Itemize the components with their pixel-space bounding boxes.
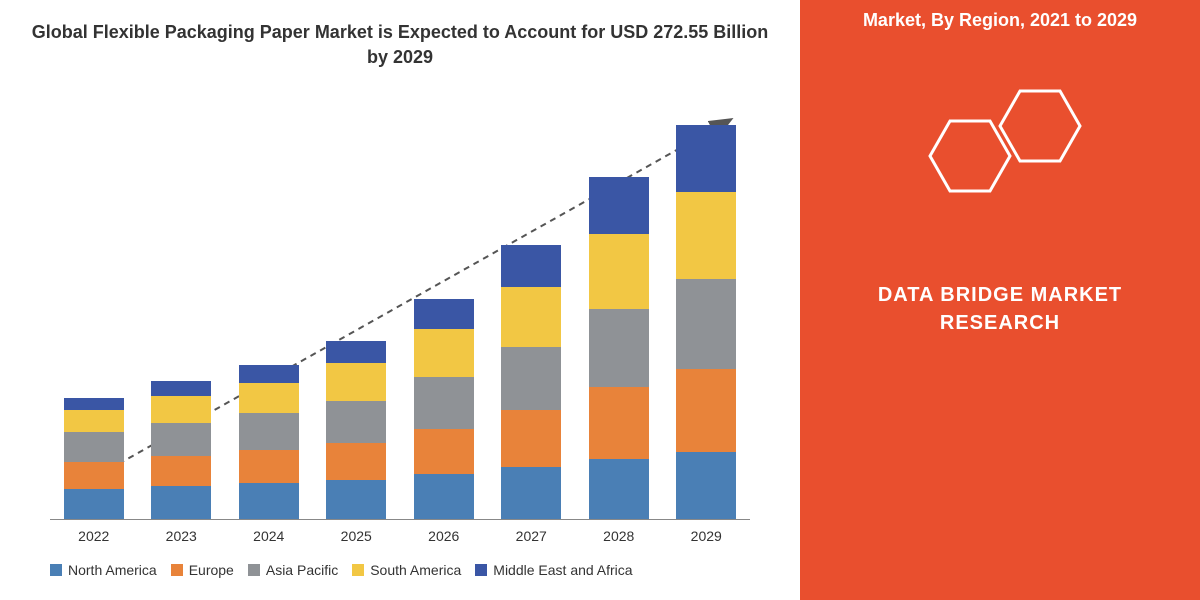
- segment-middle-east-and-africa: [151, 381, 211, 396]
- side-panel: Market, By Region, 2021 to 2029 DATA BRI…: [800, 0, 1200, 600]
- segment-asia-pacific: [676, 279, 736, 369]
- legend-label: South America: [370, 562, 461, 578]
- segment-north-america: [501, 467, 561, 520]
- xlabel: 2026: [414, 528, 474, 544]
- legend-swatch-icon: [171, 564, 183, 576]
- segment-north-america: [414, 474, 474, 519]
- xlabel: 2024: [239, 528, 299, 544]
- segment-south-america: [589, 234, 649, 309]
- legend-label: Asia Pacific: [266, 562, 338, 578]
- xlabel: 2025: [326, 528, 386, 544]
- bar-2029: [676, 125, 736, 520]
- segment-europe: [64, 462, 124, 489]
- segment-south-america: [326, 363, 386, 401]
- x-axis-labels: 2022 2023 2024 2025 2026 2027 2028 2029: [50, 528, 750, 544]
- segment-europe: [501, 410, 561, 467]
- legend-swatch-icon: [50, 564, 62, 576]
- segment-south-america: [239, 383, 299, 413]
- segment-europe: [676, 369, 736, 452]
- bar-2027: [501, 245, 561, 520]
- xlabel: 2022: [64, 528, 124, 544]
- segment-middle-east-and-africa: [414, 299, 474, 329]
- segment-south-america: [501, 287, 561, 347]
- segment-south-america: [151, 396, 211, 423]
- segment-asia-pacific: [414, 377, 474, 430]
- segment-europe: [239, 450, 299, 483]
- bar-2028: [589, 177, 649, 519]
- segment-asia-pacific: [589, 309, 649, 387]
- legend-label: North America: [68, 562, 157, 578]
- xlabel: 2023: [151, 528, 211, 544]
- legend-item: South America: [352, 562, 461, 578]
- segment-middle-east-and-africa: [501, 245, 561, 287]
- xlabel: 2029: [676, 528, 736, 544]
- legend-item: Europe: [171, 562, 234, 578]
- segment-north-america: [589, 459, 649, 519]
- legend: North America Europe Asia Pacific South Ame…: [50, 562, 770, 578]
- segment-middle-east-and-africa: [239, 365, 299, 383]
- chart-title: Global Flexible Packaging Paper Market i…: [30, 20, 770, 70]
- legend-swatch-icon: [475, 564, 487, 576]
- segment-asia-pacific: [151, 423, 211, 456]
- segment-middle-east-and-africa: [589, 177, 649, 234]
- segment-europe: [414, 429, 474, 474]
- segment-south-america: [676, 192, 736, 279]
- segment-north-america: [151, 486, 211, 519]
- bar-2023: [151, 381, 211, 519]
- brand-text: DATA BRIDGE MARKET RESEARCH: [878, 281, 1122, 337]
- legend-swatch-icon: [352, 564, 364, 576]
- legend-swatch-icon: [248, 564, 260, 576]
- segment-middle-east-and-africa: [676, 125, 736, 193]
- segment-north-america: [326, 480, 386, 519]
- xlabel: 2027: [501, 528, 561, 544]
- chart-panel: Global Flexible Packaging Paper Market i…: [0, 0, 800, 600]
- segment-north-america: [64, 489, 124, 519]
- legend-item: Asia Pacific: [248, 562, 338, 578]
- segment-asia-pacific: [326, 401, 386, 443]
- segment-middle-east-and-africa: [64, 398, 124, 410]
- bar-2026: [414, 299, 474, 520]
- segment-middle-east-and-africa: [326, 341, 386, 364]
- legend-label: Europe: [189, 562, 234, 578]
- segment-north-america: [676, 452, 736, 520]
- brand-line1: DATA BRIDGE MARKET: [878, 281, 1122, 309]
- segment-europe: [151, 456, 211, 486]
- segment-europe: [589, 387, 649, 459]
- plot-area: [50, 100, 750, 520]
- xlabel: 2028: [589, 528, 649, 544]
- bar-2022: [64, 398, 124, 520]
- segment-asia-pacific: [501, 347, 561, 410]
- segment-north-america: [239, 483, 299, 519]
- bar-2025: [326, 341, 386, 520]
- hexagon-logo-icon: [890, 81, 1110, 261]
- legend-label: Middle East and Africa: [493, 562, 632, 578]
- bars-container: [50, 100, 750, 519]
- segment-asia-pacific: [64, 432, 124, 462]
- legend-item: Middle East and Africa: [475, 562, 632, 578]
- legend-item: North America: [50, 562, 157, 578]
- segment-asia-pacific: [239, 413, 299, 451]
- segment-south-america: [414, 329, 474, 377]
- brand-line2: RESEARCH: [878, 309, 1122, 337]
- bar-2024: [239, 365, 299, 520]
- side-panel-title: Market, By Region, 2021 to 2029: [863, 10, 1137, 31]
- segment-south-america: [64, 410, 124, 433]
- segment-europe: [326, 443, 386, 481]
